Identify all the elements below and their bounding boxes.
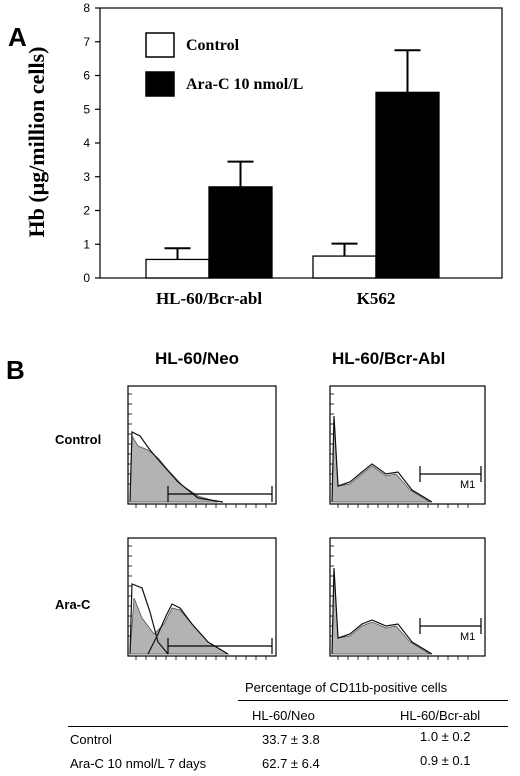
panel-a-letter: A: [8, 22, 27, 52]
legend-label-control: Control: [186, 37, 240, 54]
y-tick-label: 3: [83, 170, 90, 184]
table-cell-neo: 33.7 ± 3.8: [262, 732, 320, 747]
histogram-panels: M1 M1: [127, 385, 486, 660]
panel-b-letter: B: [6, 355, 25, 385]
bar-chart: Hb (μg/million cells) 0 1 2 3 4 5 6 7 8 HL-60/Bcr…: [24, 1, 503, 308]
histogram-frame: [329, 385, 486, 505]
column-title-neo: HL-60/Neo: [155, 349, 240, 368]
table-header-neo: HL-60/Neo: [252, 708, 315, 723]
table-row-label: Control: [70, 732, 112, 747]
y-axis-label: Hb (μg/million cells): [24, 47, 49, 238]
legend-label-arac: Ara-C 10 nmol/L: [186, 76, 303, 93]
histogram-line: [147, 603, 229, 655]
y-tick-label: 6: [83, 69, 90, 83]
histogram-line: [331, 415, 433, 503]
legend-swatch-arac: [145, 71, 175, 97]
table-rule-top: [238, 700, 508, 701]
row-label-control: Control: [55, 432, 102, 447]
histogram-frame: [329, 537, 486, 657]
table-cell-bcr: 0.9 ± 0.1: [420, 753, 471, 768]
bar: [208, 186, 273, 279]
table-cell-neo: 62.7 ± 6.4: [262, 756, 320, 771]
y-tick-label: 2: [83, 204, 90, 218]
histogram-line: [331, 567, 433, 655]
legend-swatch-control: [145, 32, 175, 58]
histogram-frame: [127, 385, 277, 505]
histogram-frame: [127, 537, 277, 657]
row-label-arac: Ara-C: [55, 597, 91, 612]
gate-label: M1: [460, 479, 475, 491]
table-caption: Percentage of CD11b-positive cells: [245, 680, 448, 695]
x-category-label: K562: [357, 289, 396, 308]
histogram-line: [129, 583, 169, 655]
x-category-label: HL-60/Bcr-abl: [156, 289, 262, 308]
y-tick-label: 5: [83, 102, 90, 116]
table-header-bcr: HL-60/Bcr-abl: [400, 708, 481, 723]
column-title-bcr: HL-60/Bcr-Abl: [332, 349, 446, 368]
gate-label: M1: [460, 631, 475, 643]
bar: [375, 91, 440, 279]
y-tick-label: 7: [83, 35, 90, 49]
y-tick-label: 1: [83, 237, 90, 251]
histogram-line: [129, 431, 224, 503]
table-cell-bcr: 1.0 ± 0.2: [420, 729, 471, 744]
table-rule-mid: [68, 726, 508, 727]
y-tick-label: 4: [83, 136, 90, 150]
y-tick-label: 8: [83, 1, 90, 15]
table-row-label: Ara-C 10 nmol/L 7 days: [70, 756, 207, 771]
chart-plot-area: 0 1 2 3 4 5 6 7 8 HL-60/Bcr-abl K562: [83, 1, 503, 308]
y-tick-label: 0: [83, 271, 90, 285]
